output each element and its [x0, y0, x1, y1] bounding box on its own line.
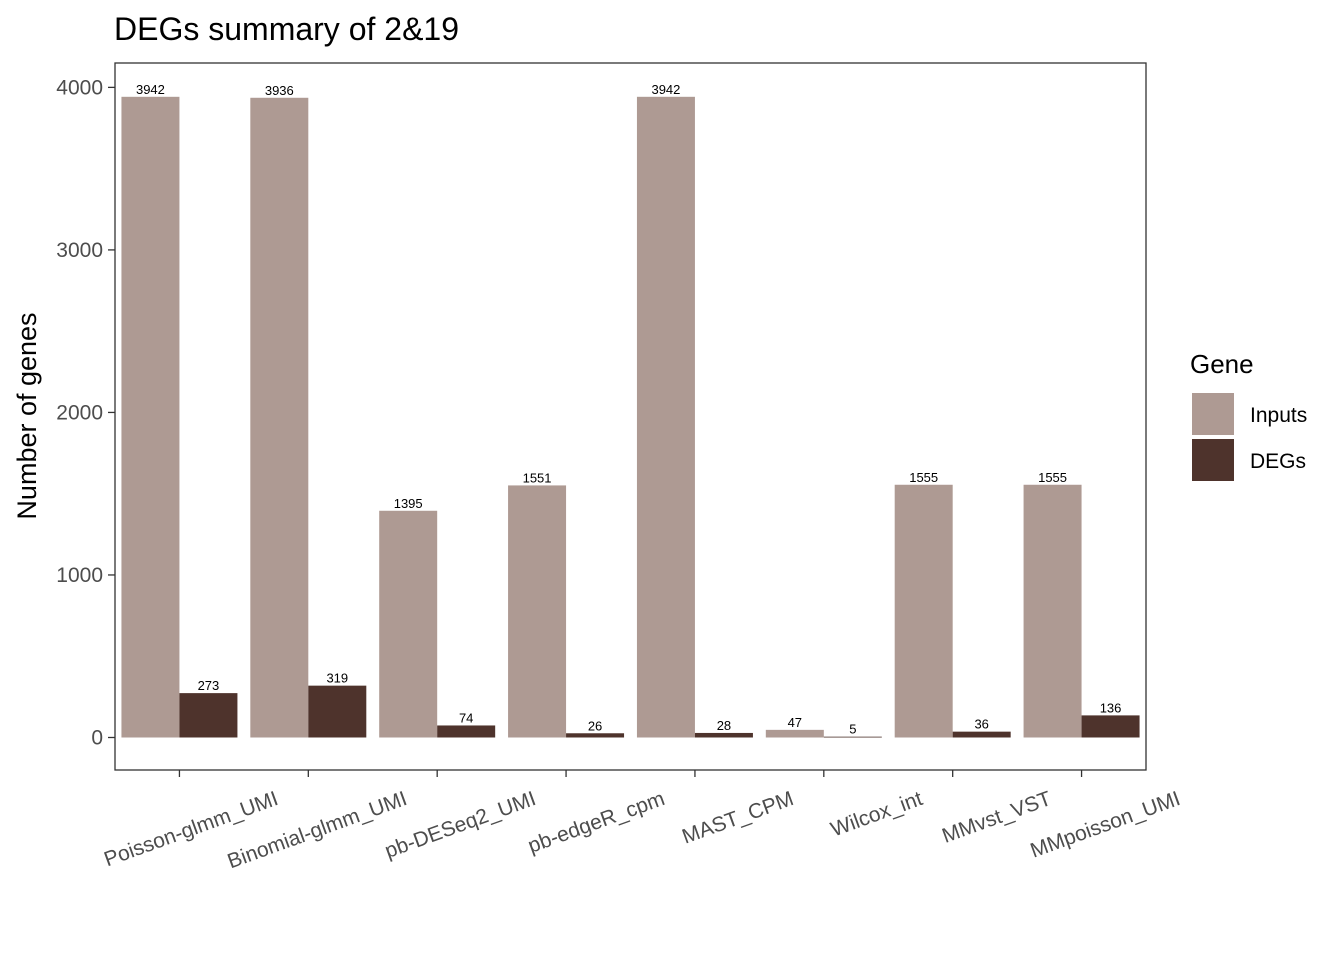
bar-inputs: [636, 96, 695, 738]
bar-degs: [952, 731, 1011, 738]
bar-inputs: [1023, 484, 1082, 738]
y-tick-label: 1000: [56, 564, 103, 587]
data-label-degs: 319: [326, 671, 348, 686]
data-label-degs: 26: [588, 718, 602, 733]
y-tick-label: 4000: [56, 76, 103, 99]
data-label-degs: 136: [1100, 700, 1122, 715]
legend-label-inputs: Inputs: [1250, 404, 1307, 427]
data-label-degs: 5: [849, 722, 856, 737]
x-tick-label: MAST_CPM: [679, 787, 797, 849]
bar-degs: [566, 733, 625, 738]
bar-degs: [1081, 715, 1140, 738]
data-label-inputs: 1551: [523, 470, 552, 485]
data-label-inputs: 3936: [265, 83, 294, 98]
x-tick-label: MMpoisson_UMI: [1027, 787, 1183, 862]
bar-degs: [823, 736, 882, 738]
bar-inputs: [250, 97, 309, 738]
data-label-inputs: 1555: [909, 470, 938, 485]
data-label-degs: 28: [717, 718, 731, 733]
legend-title: Gene: [1190, 349, 1254, 379]
data-label-degs: 273: [198, 678, 220, 693]
x-axis: Poisson-glmm_UMIBinomial-glmm_UMIpb-DESe…: [101, 770, 1183, 873]
data-label-inputs: 3942: [651, 82, 680, 97]
bar-inputs: [765, 729, 824, 738]
y-tick-label: 0: [91, 726, 103, 749]
data-label-inputs: 3942: [136, 82, 165, 97]
bar-degs: [694, 732, 753, 738]
data-label-inputs: 1555: [1038, 470, 1067, 485]
bar-inputs: [121, 96, 180, 738]
bar-inputs: [894, 484, 953, 738]
data-label-inputs: 47: [788, 715, 802, 730]
legend-label-degs: DEGs: [1250, 450, 1306, 473]
data-labels-layer: 3942 273 3936 319 1395 74 1551 26 3942 28 47 5 1555 3…: [136, 82, 1121, 737]
bars-layer: [121, 96, 1140, 738]
bar-inputs: [379, 510, 438, 738]
y-tick-label: 2000: [56, 401, 103, 424]
legend-swatch-inputs: [1192, 393, 1234, 435]
legend: Gene Inputs DEGs: [1190, 349, 1307, 481]
bar-inputs: [508, 485, 567, 738]
y-axis: 0 1000 2000 3000 4000: [56, 76, 115, 749]
data-label-inputs: 1395: [394, 496, 423, 511]
x-tick-label: pb-edgeR_cpm: [525, 787, 668, 858]
chart-title: DEGs summary of 2&19: [114, 11, 459, 47]
bar-degs: [179, 693, 238, 738]
bar-degs: [308, 685, 367, 738]
data-label-degs: 36: [974, 717, 988, 732]
legend-swatch-degs: [1192, 439, 1234, 481]
bar-degs: [437, 725, 496, 738]
data-label-degs: 74: [459, 710, 473, 725]
y-axis-label: Number of genes: [12, 312, 42, 519]
x-tick-label: Wilcox_int: [828, 787, 926, 841]
y-tick-label: 3000: [56, 239, 103, 262]
